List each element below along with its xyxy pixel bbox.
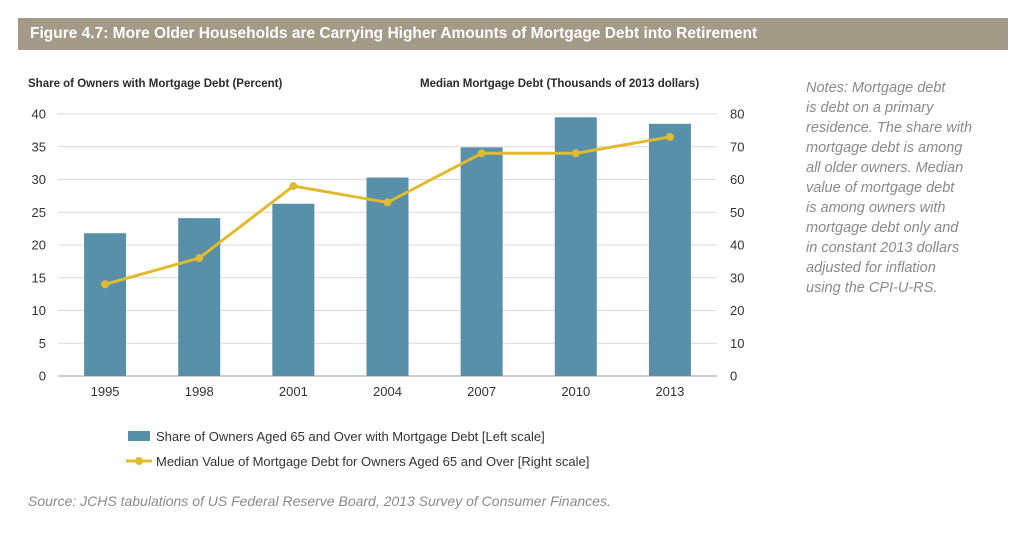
left-tick-label: 0 [39, 369, 46, 384]
legend-line-marker [135, 457, 143, 465]
x-tick-label: 2007 [467, 384, 496, 399]
left-tick-label: 35 [32, 139, 46, 154]
bar-2001 [272, 203, 315, 376]
left-axis-ticks: 0 5 10 15 20 25 30 35 40 [32, 107, 46, 384]
legend-bar-swatch [128, 431, 150, 441]
x-tick-label: 1998 [185, 384, 214, 399]
left-tick-label: 15 [32, 270, 46, 285]
x-axis-ticks: 1995 1998 2001 2004 2007 2010 2013 [91, 384, 685, 399]
left-tick-label: 5 [39, 336, 46, 351]
x-tick-label: 2004 [373, 384, 402, 399]
left-tick-label: 20 [32, 238, 46, 253]
point-2010 [571, 149, 580, 158]
right-axis-caption: Median Mortgage Debt (Thousands of 2013 … [420, 78, 700, 90]
x-tick-label: 2001 [279, 384, 308, 399]
line-series [101, 132, 674, 289]
left-axis-caption: Share of Owners with Mortgage Debt (Perc… [28, 78, 283, 90]
x-tick-label: 2010 [561, 384, 590, 399]
right-tick-label: 40 [730, 238, 744, 253]
bar-series [84, 117, 691, 377]
chart-legend: Share of Owners Aged 65 and Over with Mo… [126, 429, 589, 469]
legend-line-label: Median Value of Mortgage Debt for Owners… [156, 454, 589, 469]
right-axis-ticks: 0 10 20 30 40 50 60 70 80 [730, 107, 744, 384]
chart-notes: Notes: Mortgage debt is debt on a primar… [806, 80, 973, 296]
bar-2004 [366, 177, 409, 376]
left-tick-label: 30 [32, 172, 46, 187]
right-tick-label: 70 [730, 139, 744, 154]
bar-2013 [648, 123, 691, 376]
right-tick-label: 0 [730, 369, 737, 384]
right-tick-label: 60 [730, 172, 744, 187]
figure-title: Figure 4.7: More Older Households are Ca… [18, 18, 1008, 50]
right-tick-label: 80 [730, 107, 744, 122]
bar-2007 [460, 147, 503, 376]
left-tick-label: 10 [32, 303, 46, 318]
point-2004 [383, 198, 392, 207]
point-1995 [101, 280, 110, 289]
x-tick-label: 2013 [655, 384, 684, 399]
bar-2010 [554, 117, 597, 377]
bar-1998 [178, 218, 221, 376]
point-1998 [195, 254, 204, 263]
legend-bar-label: Share of Owners Aged 65 and Over with Mo… [156, 429, 545, 444]
left-tick-label: 25 [32, 205, 46, 220]
bar-1995 [84, 233, 127, 376]
point-2001 [289, 182, 298, 191]
point-2013 [665, 132, 674, 141]
left-tick-label: 40 [32, 107, 46, 122]
right-tick-label: 50 [730, 205, 744, 220]
right-tick-label: 10 [730, 336, 744, 351]
source-note: Source: JCHS tabulations of US Federal R… [28, 493, 611, 509]
right-tick-label: 20 [730, 303, 744, 318]
right-tick-label: 30 [730, 270, 744, 285]
x-tick-label: 1995 [91, 384, 120, 399]
point-2007 [477, 149, 486, 158]
